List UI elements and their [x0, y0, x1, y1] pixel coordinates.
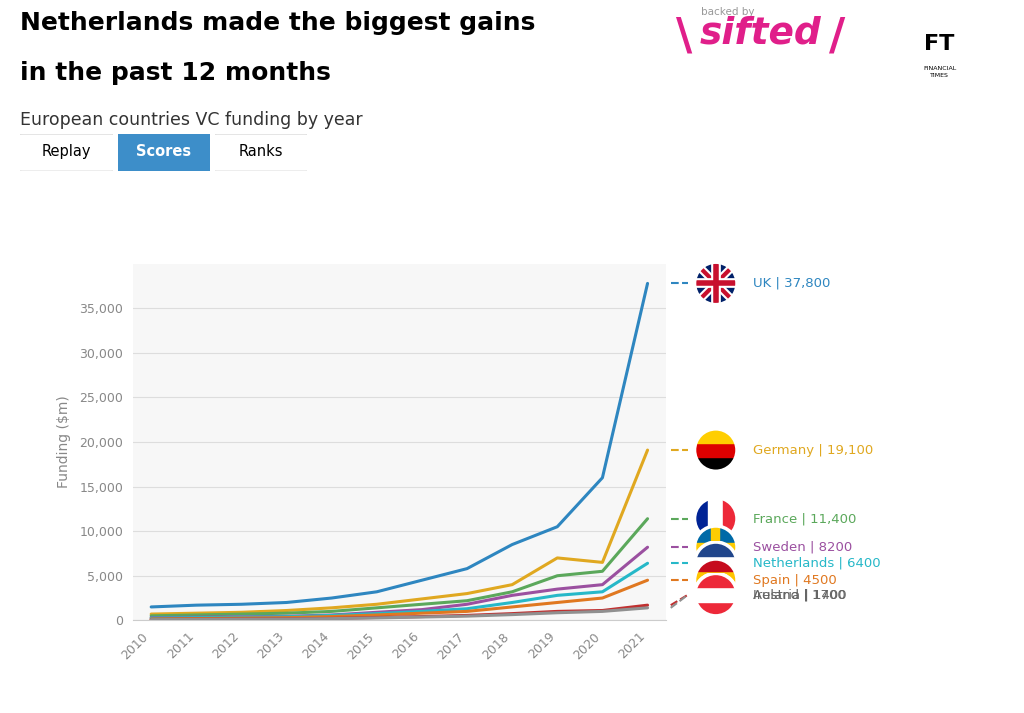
- Circle shape: [693, 525, 738, 569]
- Bar: [693, 556, 738, 570]
- Text: FT: FT: [925, 34, 954, 53]
- Bar: [693, 541, 738, 556]
- Bar: [693, 588, 738, 602]
- Text: Ranks: Ranks: [239, 144, 284, 159]
- Bar: [709, 573, 723, 617]
- Bar: [693, 543, 738, 551]
- Bar: [709, 496, 723, 541]
- Text: \: \: [676, 16, 692, 58]
- Text: Scores: Scores: [136, 144, 191, 159]
- Bar: [693, 496, 709, 541]
- Bar: [723, 573, 738, 617]
- Bar: [693, 558, 738, 571]
- Text: Replay: Replay: [42, 144, 91, 159]
- Text: France | 11,400: France | 11,400: [753, 512, 856, 525]
- Text: in the past 12 months: in the past 12 months: [20, 61, 332, 85]
- Text: /: /: [829, 16, 846, 58]
- FancyBboxPatch shape: [114, 133, 214, 172]
- FancyBboxPatch shape: [211, 133, 311, 172]
- Text: FINANCIAL
TIMES: FINANCIAL TIMES: [923, 66, 956, 78]
- Text: backed by: backed by: [701, 7, 755, 17]
- Bar: [693, 443, 738, 457]
- Bar: [693, 570, 738, 585]
- Text: Netherlands | 6400: Netherlands | 6400: [753, 557, 881, 570]
- Text: Spain | 4500: Spain | 4500: [753, 574, 837, 587]
- Bar: [711, 525, 719, 569]
- Text: Germany | 19,100: Germany | 19,100: [753, 443, 872, 456]
- Text: sifted: sifted: [699, 16, 821, 51]
- Bar: [693, 589, 738, 602]
- Bar: [693, 571, 738, 589]
- Text: Austria | 1400: Austria | 1400: [753, 588, 846, 601]
- Bar: [693, 573, 738, 588]
- Bar: [693, 457, 738, 472]
- Text: UK | 37,800: UK | 37,800: [753, 277, 830, 290]
- Text: Ireland | 1700: Ireland | 1700: [753, 588, 846, 601]
- Bar: [693, 428, 738, 443]
- Text: European countries VC funding by year: European countries VC funding by year: [20, 111, 364, 128]
- FancyBboxPatch shape: [16, 133, 117, 172]
- Circle shape: [693, 262, 738, 305]
- Y-axis label: Funding ($m): Funding ($m): [57, 396, 72, 488]
- Bar: [723, 496, 738, 541]
- Bar: [693, 602, 738, 617]
- Bar: [693, 573, 709, 617]
- Text: Netherlands made the biggest gains: Netherlands made the biggest gains: [20, 11, 536, 35]
- Text: Sweden | 8200: Sweden | 8200: [753, 540, 852, 554]
